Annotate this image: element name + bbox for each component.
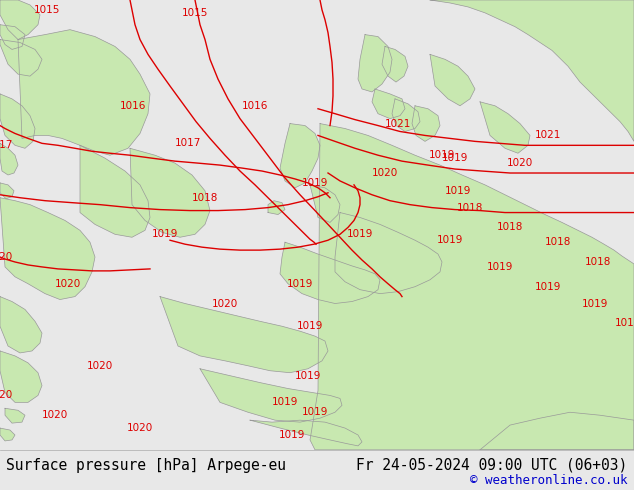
Polygon shape [335,213,442,294]
Polygon shape [480,102,530,153]
Text: 1019: 1019 [287,279,313,289]
Text: 1021: 1021 [385,119,411,128]
Text: 1019: 1019 [429,150,455,160]
Text: 1018: 1018 [457,202,483,213]
Text: 1019: 1019 [487,262,513,272]
Text: 1019: 1019 [152,229,178,239]
Text: 1019: 1019 [302,407,328,417]
Text: 1019: 1019 [442,153,468,163]
Polygon shape [392,99,420,131]
Polygon shape [80,146,150,237]
Text: 1018: 1018 [497,222,523,232]
Polygon shape [0,296,42,353]
Polygon shape [0,94,35,148]
Text: 1019: 1019 [582,298,608,309]
Polygon shape [310,123,634,450]
Text: 1020: 1020 [0,252,13,262]
Polygon shape [18,30,150,155]
Text: 1016: 1016 [242,101,268,111]
Polygon shape [160,296,328,373]
Text: 1018: 1018 [585,257,611,267]
Polygon shape [130,148,210,237]
Text: 1019: 1019 [347,229,373,239]
Text: © weatheronline.co.uk: © weatheronline.co.uk [470,474,628,487]
Polygon shape [250,420,362,446]
Text: 1019: 1019 [272,397,298,407]
Text: 1017: 1017 [175,138,201,148]
Polygon shape [372,89,405,119]
Text: 1019: 1019 [437,235,463,245]
Text: 1020: 1020 [87,361,113,371]
Text: Fr 24-05-2024 09:00 UTC (06+03): Fr 24-05-2024 09:00 UTC (06+03) [356,458,628,472]
Text: 1016: 1016 [120,101,146,111]
Polygon shape [480,412,634,450]
Polygon shape [0,24,25,49]
Polygon shape [0,428,15,441]
Text: 1019: 1019 [302,178,328,188]
Text: Surface pressure [hPa] Arpege-eu: Surface pressure [hPa] Arpege-eu [6,458,287,472]
Polygon shape [0,0,40,40]
Text: 1021: 1021 [535,130,561,141]
Polygon shape [430,0,634,142]
Text: 1019: 1019 [297,321,323,331]
Text: 1019: 1019 [615,318,634,328]
Text: 1020: 1020 [42,410,68,420]
Text: 1017: 1017 [0,140,13,150]
Text: 1018: 1018 [545,237,571,247]
Text: 1020: 1020 [55,279,81,289]
Text: 1019: 1019 [535,282,561,292]
Polygon shape [5,408,25,423]
Polygon shape [280,123,320,188]
Text: 1019: 1019 [445,186,471,196]
Text: 1020: 1020 [372,168,398,178]
Text: 1019: 1019 [295,370,321,381]
Polygon shape [0,183,14,199]
Polygon shape [268,201,285,215]
Polygon shape [0,144,18,175]
Text: 1019: 1019 [279,430,305,440]
Text: 1015: 1015 [34,5,60,15]
Text: 1020: 1020 [127,423,153,433]
Polygon shape [382,47,408,82]
Polygon shape [280,242,380,303]
Text: 1020: 1020 [507,158,533,168]
Text: 1020: 1020 [212,298,238,309]
Polygon shape [200,369,342,422]
Text: 1020: 1020 [0,391,13,400]
Polygon shape [358,35,392,92]
Polygon shape [412,106,440,142]
Polygon shape [0,351,42,402]
Polygon shape [310,185,340,222]
Text: 1018: 1018 [192,193,218,203]
Text: 1015: 1015 [182,8,208,18]
Polygon shape [0,198,95,299]
Polygon shape [0,40,42,76]
Polygon shape [430,54,475,106]
